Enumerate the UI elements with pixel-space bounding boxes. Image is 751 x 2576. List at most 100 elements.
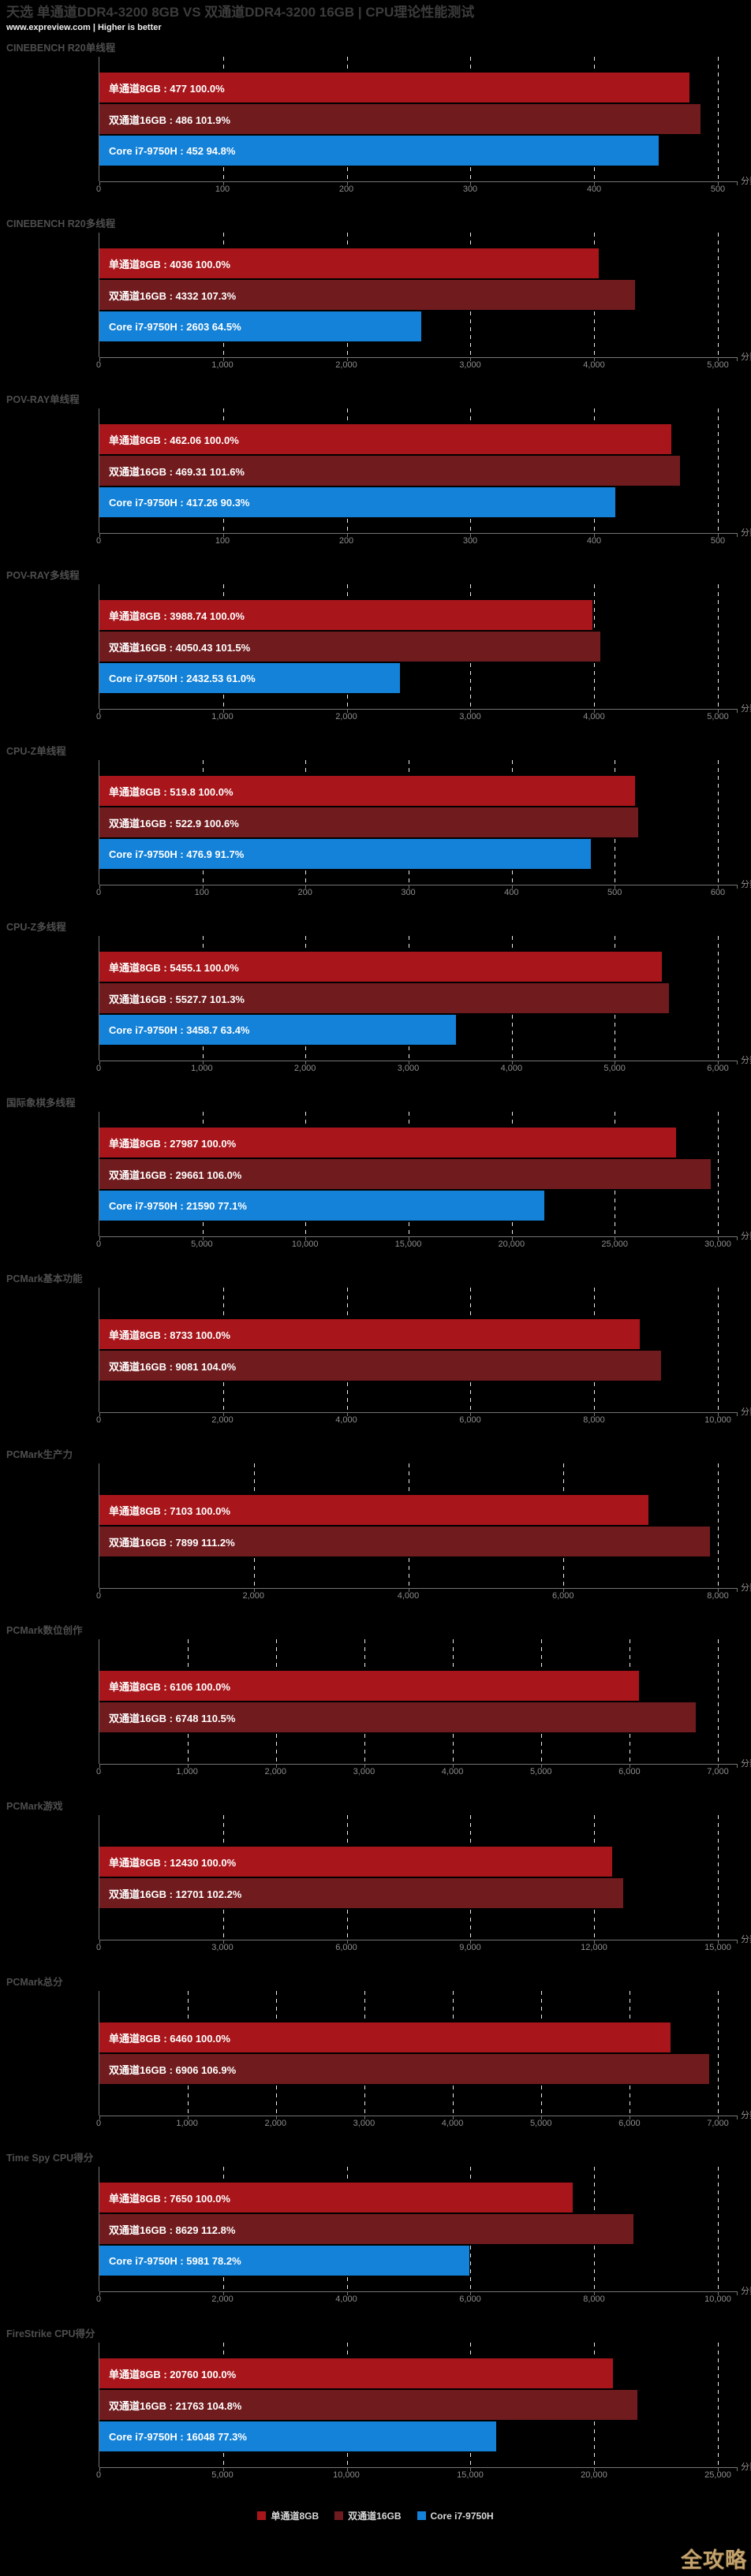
tick-label: 0	[95, 2470, 102, 2480]
bar-dual: 双通道16GB : 486 101.9%	[99, 104, 701, 134]
tick-mark	[346, 1413, 348, 1416]
tick-label: 6,000	[618, 1767, 641, 1776]
page-title: 天选 单通道DDR4-3200 8GB VS 双通道DDR4-3200 16GB…	[6, 5, 475, 20]
chart-7: 国际象棋多线程 单通道8GB : 27987 100.0% 双通道16GB : 2…	[0, 1094, 751, 1270]
bar-single: 单通道8GB : 6460 100.0%	[99, 2022, 671, 2052]
legend-swatch-dual	[334, 2511, 344, 2520]
bar-label: 双通道16GB : 522.9 100.6%	[109, 817, 239, 829]
gridline	[276, 1991, 277, 2116]
tick-mark	[305, 1061, 307, 1064]
chart-title: PCMark基本功能	[6, 1273, 83, 1284]
tick-label: 500	[607, 888, 622, 897]
bar-single: 单通道8GB : 519.8 100.0%	[99, 776, 636, 806]
plot-wrap: 单通道8GB : 27987 100.0% 双通道16GB : 29661 106…	[96, 1112, 751, 1249]
gridline	[718, 1815, 719, 1940]
chart-title: PCMark总分	[6, 1977, 63, 1988]
chart-title: 国际象棋多线程	[6, 1098, 76, 1109]
legend-swatch-single	[257, 2511, 267, 2520]
tick-label: 1,000	[176, 1767, 198, 1776]
tick-label: 5,000	[191, 1240, 213, 1249]
plot-wrap: 单通道8GB : 8733 100.0% 双通道16GB : 9081 104.0…	[96, 1288, 751, 1425]
tick-mark	[99, 1237, 100, 1240]
chart-4: POV-RAY多线程 单通道8GB : 3988.74 100.0% 双通道16G…	[0, 567, 751, 743]
bar-dual: 双通道16GB : 8629 112.8%	[99, 2214, 633, 2244]
plot-wrap: 单通道8GB : 3988.74 100.0% 双通道16GB : 4050.43…	[96, 584, 751, 721]
tick-mark	[99, 1589, 100, 1592]
axis-end-tick	[737, 2116, 738, 2119]
tick-label: 25,000	[704, 2470, 731, 2480]
chart-9: PCMark生产力 单通道8GB : 7103 100.0% 双通道16GB : …	[0, 1446, 751, 1622]
tick-mark	[222, 1940, 224, 1944]
chart-title: FireStrike CPU得分	[6, 2328, 95, 2339]
bars: 单通道8GB : 6106 100.0% 双通道16GB : 6748 110.5…	[99, 1639, 718, 1764]
axis-end-tick	[737, 358, 738, 361]
bar-label: Core i7-9750H : 3458.7 63.4%	[109, 1023, 250, 1036]
axis-end-tick	[737, 1237, 738, 1240]
axis-unit-label: 分数	[741, 352, 751, 362]
bars: 单通道8GB : 7650 100.0% 双通道16GB : 8629 112.8…	[99, 2167, 718, 2291]
tick-labels: 0 1,000 2,000 3,000 4,000 5,000	[96, 357, 729, 371]
tick-label: 4,000	[583, 360, 605, 370]
tick-mark	[718, 1413, 719, 1416]
tick-labels: 0 100 200 300 400 500	[96, 181, 725, 196]
bar-label: 双通道16GB : 12701 102.2%	[109, 1888, 242, 1900]
tick-mark	[718, 1237, 719, 1240]
tick-label: 7,000	[707, 2119, 729, 2128]
tick-mark	[453, 2116, 454, 2119]
gridline	[470, 1288, 472, 1412]
axis-end-tick	[737, 2292, 738, 2295]
tick-label: 0	[95, 712, 102, 721]
plot-area: 单通道8GB : 12430 100.0% 双通道16GB : 12701 102…	[99, 1815, 751, 1944]
tick-mark	[202, 885, 204, 889]
tick-mark	[99, 358, 100, 361]
bars: 单通道8GB : 3988.74 100.0% 双通道16GB : 4050.43…	[99, 584, 718, 709]
tick-mark	[718, 885, 719, 889]
bars: 单通道8GB : 477 100.0% 双通道16GB : 486 101.9% C…	[99, 57, 718, 181]
bars: 单通道8GB : 4036 100.0% 双通道16GB : 4332 107.3…	[99, 233, 718, 357]
tick-mark	[276, 1765, 277, 1768]
chart-1: CINEBENCH R20单线程 单通道8GB : 477 100.0% 双通道1…	[0, 39, 751, 215]
chart-title: PCMark数位创作	[6, 1625, 83, 1636]
tick-label: 100	[215, 536, 230, 546]
gridline	[276, 1639, 277, 1764]
axis-unit-label: 分数	[741, 1232, 751, 1241]
tick-mark	[594, 1940, 596, 1944]
tick-label: 10,000	[704, 2295, 731, 2304]
tick-mark	[718, 534, 719, 537]
bar-label: 单通道8GB : 20760 100.0%	[109, 2368, 237, 2380]
tick-label: 0	[95, 536, 102, 546]
legend-label: 单通道8GB	[271, 2511, 319, 2522]
bar-single: 单通道8GB : 8733 100.0%	[99, 1319, 640, 1349]
plot-wrap: 单通道8GB : 477 100.0% 双通道16GB : 486 101.9% C…	[96, 57, 751, 194]
bars: 单通道8GB : 7103 100.0% 双通道16GB : 7899 111.2…	[99, 1463, 718, 1588]
tick-mark	[511, 1237, 513, 1240]
tick-mark	[563, 1589, 564, 1592]
tick-mark	[470, 1940, 472, 1944]
x-axis-line	[99, 1588, 738, 1589]
tick-label: 2,000	[335, 712, 357, 721]
plot-area: 单通道8GB : 4036 100.0% 双通道16GB : 4332 107.3…	[99, 233, 751, 362]
axis-unit-label: 分数	[741, 1583, 751, 1593]
tick-label: 8,000	[583, 1415, 605, 1425]
tick-mark	[511, 1061, 513, 1064]
gridline	[718, 408, 719, 533]
bar-dual: 双通道16GB : 5527.7 101.3%	[99, 983, 670, 1013]
axis-unit-label: 分数	[741, 880, 751, 889]
gridline	[718, 233, 719, 357]
tick-mark	[718, 358, 719, 361]
bar-label: 双通道16GB : 9081 104.0%	[109, 1360, 237, 1373]
tick-labels: 0 5,000 10,000 15,000 20,000 25,000 30,000	[96, 1236, 731, 1251]
gridline	[346, 1815, 348, 1940]
tick-label: 3,000	[459, 360, 481, 370]
tick-label: 5,000	[211, 2470, 234, 2480]
gridline	[718, 2343, 719, 2467]
plot-area: 单通道8GB : 27987 100.0% 双通道16GB : 29661 106…	[99, 1112, 751, 1241]
bar-label: 双通道16GB : 486 101.9%	[109, 114, 230, 126]
chart-3: POV-RAY单线程 单通道8GB : 462.06 100.0% 双通道16GB…	[0, 391, 751, 567]
bar-single: 单通道8GB : 477 100.0%	[99, 73, 689, 103]
tick-label: 12,000	[581, 1943, 607, 1952]
tick-mark	[718, 2468, 719, 2471]
tick-mark	[346, 1940, 348, 1944]
tick-label: 2,000	[264, 2119, 287, 2128]
tick-mark	[470, 2292, 472, 2295]
